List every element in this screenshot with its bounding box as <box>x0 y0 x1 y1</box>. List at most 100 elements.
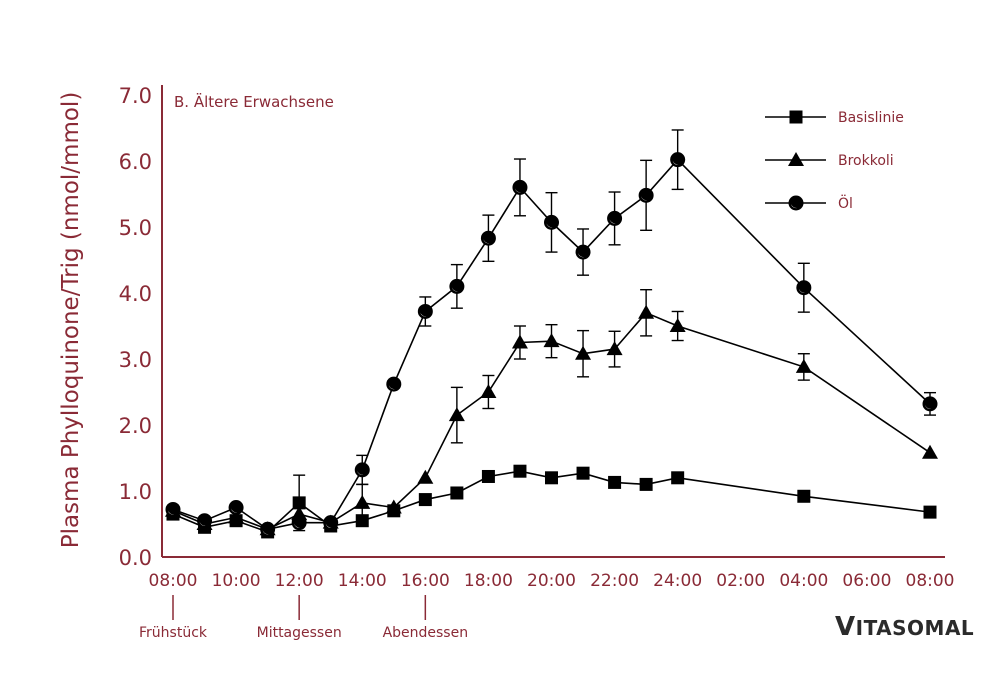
circle-marker-body <box>796 280 812 296</box>
data-point-circle <box>165 501 181 517</box>
legend-label: Öl <box>838 194 853 212</box>
brand-logo: VITASOMAL <box>835 612 975 642</box>
circle-marker-highlight <box>791 204 797 209</box>
y-tick-label: 5.0 <box>119 216 152 240</box>
data-point-square <box>418 493 432 507</box>
circle-marker-highlight <box>546 223 553 228</box>
circle-marker-body <box>197 513 213 529</box>
circle-marker-highlight <box>578 253 585 258</box>
circle-marker-body <box>354 462 370 478</box>
data-point-square <box>608 475 622 489</box>
x-tick-label: 08:00 <box>149 571 198 591</box>
x-tick-label: 12:00 <box>275 571 324 591</box>
circle-marker-body <box>386 376 402 392</box>
circle-marker-body <box>260 521 276 537</box>
y-tick-label: 3.0 <box>119 348 152 372</box>
data-point-circle <box>607 210 623 226</box>
circle-marker-highlight <box>231 508 238 513</box>
data-point-circle <box>417 303 433 319</box>
data-point-triangle <box>511 334 528 349</box>
circle-marker-highlight <box>199 521 206 526</box>
circle-marker-body <box>417 303 433 319</box>
series-markers <box>165 152 938 539</box>
circle-marker-highlight <box>388 385 395 390</box>
x-tick-label: 02:00 <box>716 571 765 591</box>
circle-marker-body <box>670 152 686 168</box>
circle-marker-body <box>323 515 339 531</box>
circle-marker-body <box>291 515 307 531</box>
x-tick-label: 18:00 <box>464 571 513 591</box>
y-tick-label: 0.0 <box>119 546 152 570</box>
circle-marker-body <box>544 214 559 230</box>
y-axis-label: Plasma Phylloquinone/Trig (nmol/mmol) <box>58 92 84 549</box>
circle-marker-body <box>922 396 938 412</box>
data-point-triangle <box>448 407 465 422</box>
meal-label: Frühstück <box>139 625 208 641</box>
circle-marker-highlight <box>420 312 427 317</box>
x-tick-label: 08:00 <box>906 571 955 591</box>
circle-marker-body <box>607 210 623 226</box>
data-point-triangle <box>606 341 623 356</box>
data-point-triangle <box>922 444 938 459</box>
legend-marker-circle <box>788 195 804 211</box>
circle-marker-body <box>512 179 528 195</box>
y-tick-label: 1.0 <box>119 480 152 504</box>
legend: Basislinie Brokkoli Öl <box>765 110 904 212</box>
data-point-square <box>545 471 558 485</box>
circle-marker-highlight <box>483 239 490 244</box>
circle-marker-highlight <box>641 196 648 201</box>
error-bars <box>293 129 936 532</box>
circle-marker-body <box>480 230 496 246</box>
x-tick-label: 04:00 <box>779 571 828 591</box>
data-point-square <box>923 505 937 519</box>
x-tick-label: 06:00 <box>842 571 891 591</box>
x-tick-label: 20:00 <box>527 571 576 591</box>
data-point-circle <box>260 521 276 537</box>
circle-marker-body <box>228 500 244 515</box>
data-point-circle <box>575 244 591 260</box>
circle-marker-highlight <box>357 470 364 475</box>
data-point-triangle <box>575 345 592 360</box>
data-point-circle <box>796 280 812 296</box>
data-point-square <box>639 477 653 491</box>
data-point-square <box>797 489 811 503</box>
data-point-circle <box>291 515 307 531</box>
data-point-circle <box>544 214 559 230</box>
y-tick-label: 4.0 <box>119 282 152 306</box>
ticks: 0.0 1.0 2.0 3.0 4.0 5.0 6.0 7.0 08:00 10:00 12:00 1… <box>119 84 955 591</box>
data-point-circle <box>480 230 496 246</box>
data-point-square <box>576 466 590 480</box>
meal-label: Mittagessen <box>257 625 342 641</box>
circle-marker-highlight <box>325 523 332 528</box>
data-point-circle <box>670 152 686 168</box>
data-point-triangle <box>354 494 371 509</box>
data-point-square <box>671 471 685 485</box>
x-tick-label: 16:00 <box>401 571 450 591</box>
data-point-circle <box>228 500 244 515</box>
x-tick-label: 10:00 <box>212 571 261 591</box>
data-point-square <box>513 464 527 478</box>
circle-marker-highlight <box>451 287 458 292</box>
data-point-triangle <box>417 469 434 484</box>
data-point-square <box>450 486 464 500</box>
circle-marker-highlight <box>609 219 616 224</box>
axes <box>161 85 945 558</box>
data-point-triangle <box>795 358 812 373</box>
data-point-triangle <box>543 333 560 348</box>
data-point-square <box>481 469 495 483</box>
data-point-square <box>292 496 306 510</box>
data-point-circle <box>512 179 528 195</box>
legend-label: Brokkoli <box>838 153 894 169</box>
data-point-triangle <box>669 318 686 332</box>
y-tick-label: 2.0 <box>119 414 152 438</box>
circle-marker-body <box>449 278 465 294</box>
circle-marker-highlight <box>925 404 931 409</box>
circle-marker-highlight <box>798 288 805 293</box>
legend-label: Basislinie <box>838 110 904 126</box>
circle-marker-highlight <box>262 530 269 535</box>
x-tick-label: 22:00 <box>590 571 639 591</box>
data-point-circle <box>386 376 402 392</box>
legend-marker-square <box>789 110 803 124</box>
circle-marker-highlight <box>514 188 521 193</box>
